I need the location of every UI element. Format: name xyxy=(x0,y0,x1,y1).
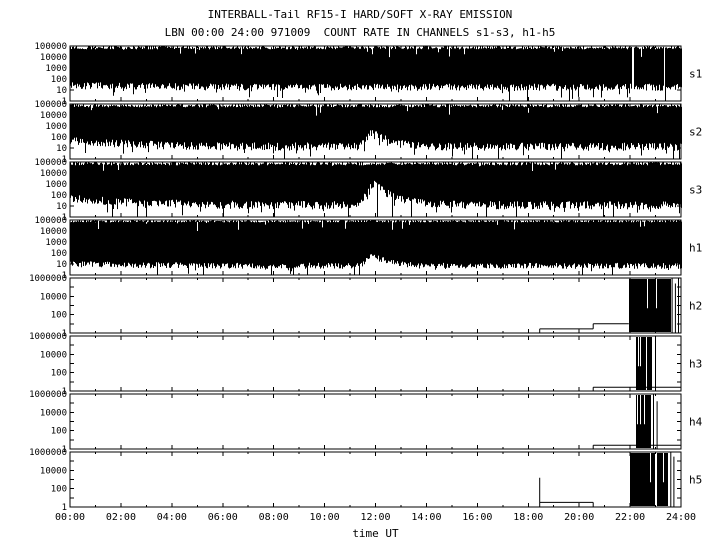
panel-h5: 1000000 10000 100 1 h5 xyxy=(29,448,702,513)
trace-s3 xyxy=(70,162,682,217)
panel-frame xyxy=(69,219,682,276)
trace-h2 xyxy=(70,278,681,334)
y-tick-label: 1 xyxy=(62,97,67,107)
panel-h2: 1000000 10000 100 1 h2 xyxy=(29,274,702,339)
trace-h3 xyxy=(70,336,681,392)
x-tick-label: 10:00 xyxy=(310,512,340,523)
y-tick-label: 10 xyxy=(56,144,67,154)
y-tick-label: 10000 xyxy=(40,408,67,418)
y-tick-label: 1000000 xyxy=(29,390,67,400)
y-tick-label: 1 xyxy=(62,329,67,339)
y-tick-label: 100 xyxy=(51,485,67,495)
y-tick-label: 10 xyxy=(56,260,67,270)
trace-h4 xyxy=(70,394,681,450)
axis-ticks xyxy=(69,335,682,392)
panel-frame xyxy=(69,103,682,160)
panel-frame xyxy=(69,451,682,508)
x-tick-label: 20:00 xyxy=(564,512,594,523)
y-tick-label: 1000 xyxy=(45,238,67,248)
channel-label-h3: h3 xyxy=(689,358,702,371)
y-tick-label: 100 xyxy=(51,311,67,321)
y-tick-label: 1 xyxy=(62,213,67,223)
y-tick-label: 1 xyxy=(62,387,67,397)
panel-h3: 1000000 10000 100 1 h3 xyxy=(29,332,702,397)
x-tick-label: 04:00 xyxy=(157,512,187,523)
x-axis-title: time UT xyxy=(352,527,399,540)
channel-label-h4: h4 xyxy=(689,416,703,429)
y-tick-label: 10000 xyxy=(40,350,67,360)
y-tick-label: 10000 xyxy=(40,292,67,302)
y-tick-label: 100000 xyxy=(34,158,67,168)
y-tick-label: 100000 xyxy=(34,42,67,52)
panel-frame xyxy=(69,277,682,334)
y-tick-label: 1000 xyxy=(45,122,67,132)
y-tick-label: 1 xyxy=(62,503,67,513)
y-tick-label: 100 xyxy=(51,249,67,259)
axis-ticks xyxy=(69,277,682,334)
y-tick-label: 10000 xyxy=(40,227,67,237)
y-tick-label: 1000000 xyxy=(29,274,67,284)
channel-label-s2: s2 xyxy=(689,126,702,139)
axis-ticks xyxy=(69,451,682,508)
x-tick-label: 22:00 xyxy=(615,512,645,523)
y-tick-label: 100 xyxy=(51,369,67,379)
panel-frame xyxy=(69,393,682,450)
figure-title: INTERBALL-Tail RF15-I HARD/SOFT X-RAY EM… xyxy=(207,8,513,21)
channel-label-h1: h1 xyxy=(689,242,702,255)
x-tick-label: 00:00 xyxy=(55,512,85,523)
y-tick-label: 10000 xyxy=(40,466,67,476)
y-tick-label: 100000 xyxy=(34,216,67,226)
y-tick-label: 10 xyxy=(56,86,67,96)
panel-frame xyxy=(69,161,682,218)
y-tick-label: 100 xyxy=(51,191,67,201)
channel-label-h2: h2 xyxy=(689,300,702,313)
channel-label-h5: h5 xyxy=(689,474,702,487)
trace-h1 xyxy=(70,220,682,275)
x-tick-label: 24:00 xyxy=(666,512,696,523)
x-tick-label: 12:00 xyxy=(360,512,390,523)
trace-s2 xyxy=(70,104,682,159)
trace-s1 xyxy=(70,46,682,101)
y-tick-label: 1000 xyxy=(45,180,67,190)
x-tick-label: 06:00 xyxy=(208,512,238,523)
y-tick-label: 1 xyxy=(62,445,67,455)
y-tick-label: 1 xyxy=(62,271,67,281)
axis-ticks xyxy=(69,393,682,450)
y-tick-label: 1000000 xyxy=(29,332,67,342)
x-tick-label: 18:00 xyxy=(513,512,543,523)
x-tick-label: 14:00 xyxy=(411,512,441,523)
y-tick-label: 100 xyxy=(51,427,67,437)
y-tick-label: 10 xyxy=(56,202,67,212)
trace-h5 xyxy=(70,452,681,508)
channel-label-s1: s1 xyxy=(689,68,702,81)
y-tick-label: 1 xyxy=(62,155,67,165)
figure-subtitle: LBN 00:00 24:00 971009 COUNT RATE IN CHA… xyxy=(164,26,556,39)
y-tick-label: 10000 xyxy=(40,111,67,121)
panel-frame xyxy=(69,45,682,102)
panel-frame xyxy=(69,335,682,392)
channel-label-s3: s3 xyxy=(689,184,702,197)
y-tick-label: 1000 xyxy=(45,64,67,74)
x-tick-label: 02:00 xyxy=(106,512,136,523)
y-tick-label: 100 xyxy=(51,133,67,143)
y-tick-label: 10000 xyxy=(40,53,67,63)
x-tick-label: 08:00 xyxy=(259,512,289,523)
x-tick-label: 16:00 xyxy=(462,512,492,523)
y-tick-label: 10000 xyxy=(40,169,67,179)
panel-h4: 1000000 10000 100 1 h4 xyxy=(29,390,703,455)
y-tick-label: 1000000 xyxy=(29,448,67,458)
y-tick-label: 100000 xyxy=(34,100,67,110)
y-tick-label: 100 xyxy=(51,75,67,85)
